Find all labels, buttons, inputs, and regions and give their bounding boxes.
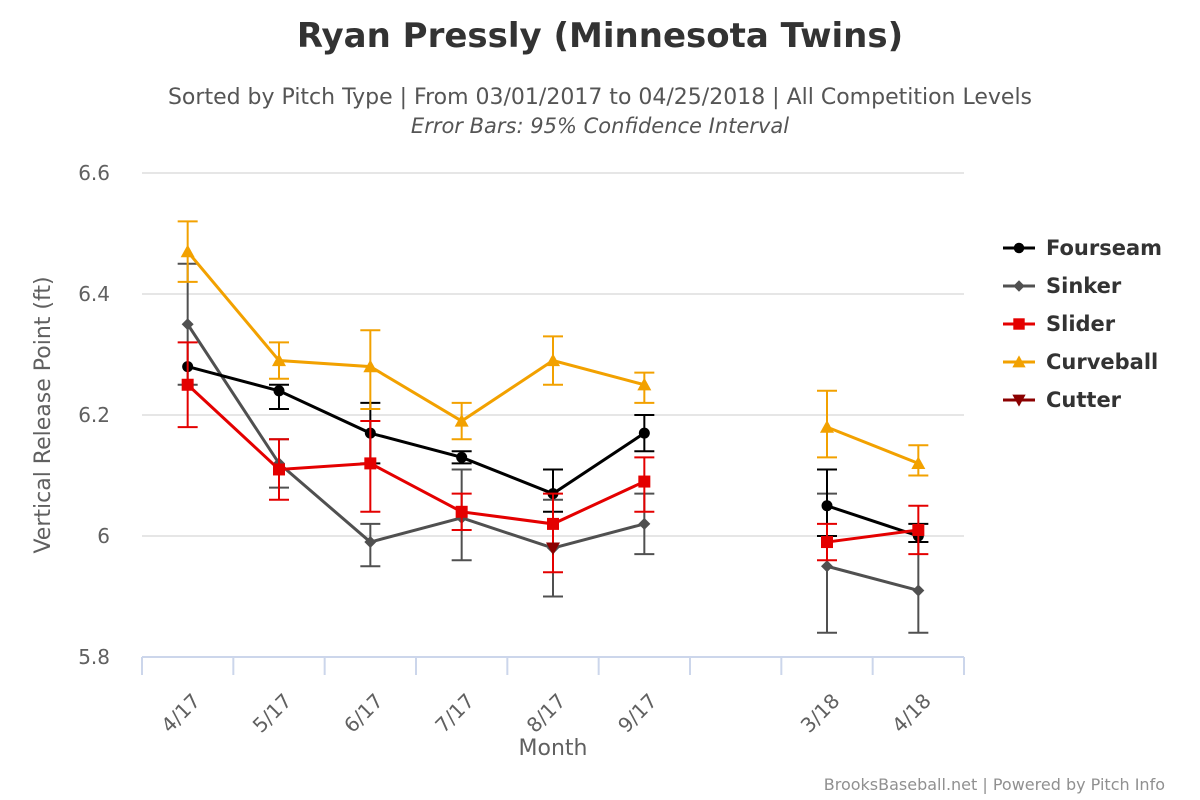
sinker-point[interactable]	[181, 318, 194, 331]
slider-line	[186, 383, 645, 526]
slider-error-bar	[543, 492, 563, 574]
fourseam-point[interactable]	[638, 427, 650, 439]
curveball-point[interactable]	[820, 420, 834, 433]
legend-label[interactable]: Curveball	[1046, 350, 1158, 374]
chart-subtitle: Sorted by Pitch Type | From 03/01/2017 t…	[168, 85, 1032, 110]
x-tick-label: 5/17	[248, 689, 297, 738]
y-tick-label: 6.2	[78, 403, 110, 427]
curveball-point[interactable]	[454, 414, 469, 427]
sinker-point[interactable]	[638, 517, 651, 530]
fourseam-point[interactable]	[456, 451, 468, 463]
x-tick-label: 6/17	[339, 689, 388, 738]
legend-item-curveball[interactable]: Curveball	[1003, 350, 1158, 374]
curveball-line	[186, 250, 645, 423]
x-tick-label: 9/17	[613, 689, 662, 738]
series-cutter	[546, 542, 560, 556]
cutter-point[interactable]	[546, 542, 560, 556]
legend-item-cutter[interactable]: Cutter	[1003, 388, 1122, 412]
x-tick-label: 8/17	[522, 689, 571, 738]
sinker-point[interactable]	[912, 584, 925, 597]
curveball-point[interactable]	[546, 353, 560, 367]
legend[interactable]: Fourseam Sinker Slider Curveball Cutter	[1003, 236, 1162, 412]
x-tick-label: 3/18	[796, 689, 845, 738]
legend-swatch-marker[interactable]	[1013, 242, 1025, 254]
slider-line	[826, 528, 919, 544]
series-fourseam	[182, 361, 929, 544]
x-axis-ticks: 4/17 5/17 6/17 7/17 8/17 9/17 3/18 4/18	[141, 657, 965, 738]
slider-point[interactable]	[273, 463, 285, 476]
curveball-point[interactable]	[637, 377, 652, 391]
fourseam-line	[187, 365, 646, 496]
slider-point[interactable]	[912, 523, 925, 536]
y-axis-ticks: 5.8 6 6.2 6.4 6.6	[78, 161, 110, 669]
curveball-point[interactable]	[911, 456, 926, 469]
curveball-line	[826, 425, 919, 465]
series-slider	[177, 341, 929, 574]
y-tick-label: 6	[97, 524, 110, 548]
curveball-point[interactable]	[272, 353, 286, 367]
fourseam-point[interactable]	[273, 385, 285, 397]
y-tick-label: 5.8	[78, 645, 110, 669]
series-sinker	[177, 262, 929, 634]
slider-point[interactable]	[455, 505, 468, 518]
chart-error-bar-note: Error Bars: 95% Confidence Interval	[411, 114, 789, 138]
slider-point[interactable]	[821, 536, 833, 549]
y-tick-label: 6.4	[78, 282, 110, 306]
legend-item-fourseam[interactable]: Fourseam	[1003, 236, 1162, 260]
legend-label[interactable]: Cutter	[1046, 388, 1122, 412]
slider-point[interactable]	[181, 378, 194, 391]
legend-swatch-marker[interactable]	[1012, 394, 1026, 407]
legend-item-sinker[interactable]: Sinker	[1003, 274, 1122, 298]
series-curveball	[177, 220, 929, 477]
sinker-point[interactable]	[364, 536, 377, 549]
sinker-point[interactable]	[821, 560, 833, 573]
chart-title: Ryan Pressly (Minnesota Twins)	[297, 16, 903, 56]
x-tick-label: 4/18	[887, 689, 936, 738]
curveball-point[interactable]	[363, 359, 378, 373]
sinker-line	[826, 564, 919, 592]
legend-label[interactable]: Fourseam	[1046, 236, 1162, 260]
slider-point[interactable]	[638, 475, 651, 488]
slider-point[interactable]	[547, 517, 559, 530]
sinker-line	[186, 323, 645, 550]
legend-label[interactable]: Sinker	[1046, 274, 1122, 298]
legend-swatch-marker[interactable]	[1013, 318, 1025, 330]
series-layer	[177, 220, 929, 634]
y-tick-label: 6.6	[78, 161, 110, 185]
legend-swatch-marker[interactable]	[1012, 355, 1026, 368]
slider-point[interactable]	[364, 457, 377, 470]
legend-swatch-marker[interactable]	[1013, 280, 1025, 292]
x-axis-title: Month	[519, 736, 588, 761]
legend-item-slider[interactable]: Slider	[1003, 312, 1116, 336]
x-tick-label: 4/17	[156, 689, 205, 738]
curveball-point[interactable]	[180, 244, 195, 258]
y-axis-title: Vertical Release Point (ft)	[31, 276, 56, 553]
credits[interactable]: BrooksBaseball.net | Powered by Pitch In…	[824, 775, 1165, 794]
x-tick-label: 7/17	[430, 689, 479, 738]
legend-label[interactable]: Slider	[1046, 312, 1116, 336]
fourseam-point[interactable]	[821, 500, 833, 512]
